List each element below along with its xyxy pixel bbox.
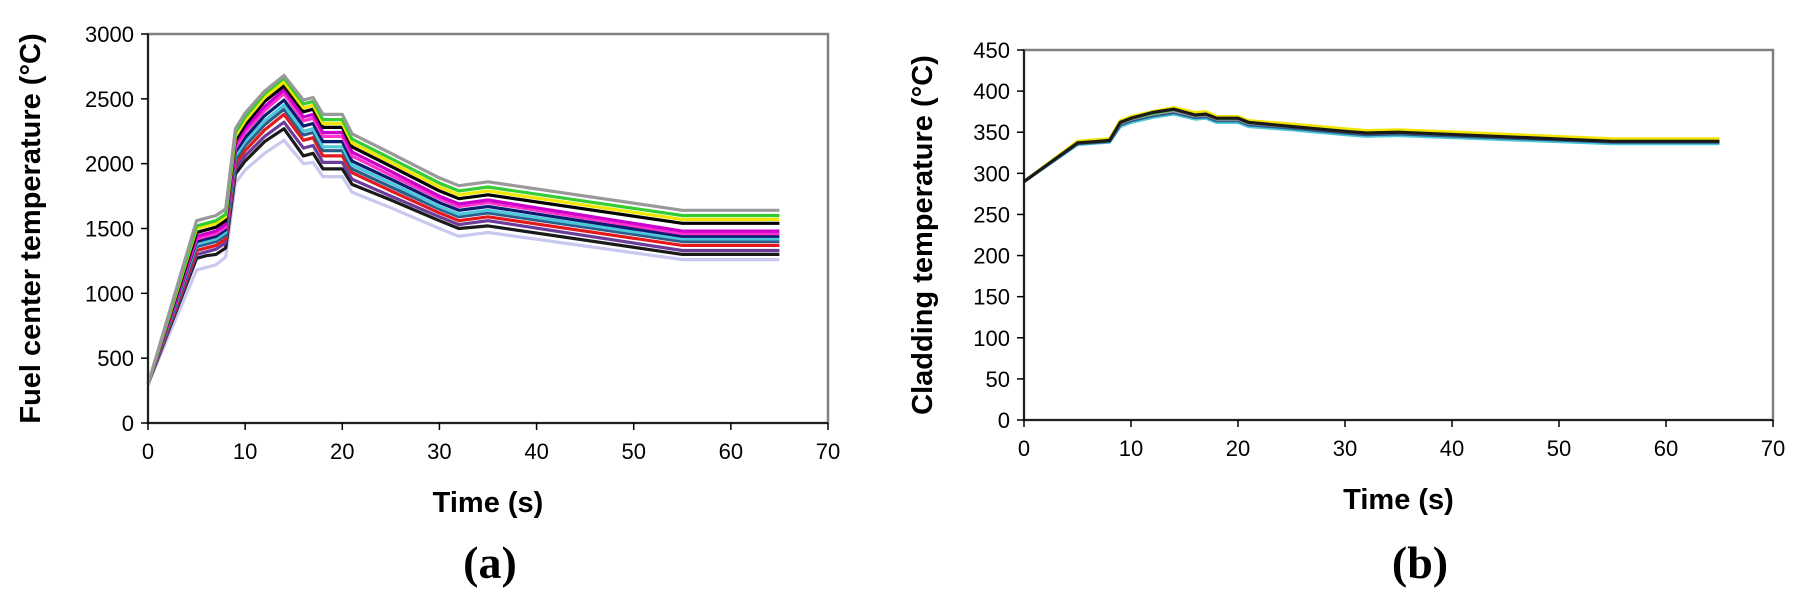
- y-tick-label: 100: [973, 326, 1010, 351]
- x-axis-title: Time (s): [1343, 484, 1454, 516]
- series-line-2: [146, 127, 780, 385]
- series-line-4: [146, 112, 780, 385]
- series-line-1: [146, 138, 780, 385]
- series-line-6: [146, 103, 780, 385]
- x-tick-label: 70: [1761, 436, 1785, 461]
- y-tick-label: 1000: [85, 281, 134, 306]
- y-tick-label: 2500: [85, 87, 134, 112]
- x-tick-label: 20: [330, 439, 354, 464]
- y-tick-label: 400: [973, 79, 1010, 104]
- panel-label: (b): [1392, 537, 1448, 588]
- plot-area: [1022, 48, 1775, 422]
- y-tick-label: 300: [973, 161, 1010, 186]
- y-tick-label: 350: [973, 120, 1010, 145]
- y-tick-label: 2000: [85, 152, 134, 177]
- chart-panel-b: 0 50 100 150 200 250 300 350 400 450 0 10 20 30 40 50 60…: [907, 38, 1785, 588]
- panel-label: (a): [463, 537, 517, 588]
- series-line-13: [146, 73, 780, 385]
- series-line-5: [146, 107, 780, 385]
- x-tick-label: 0: [1018, 436, 1030, 461]
- x-tick-label: 10: [1119, 436, 1143, 461]
- x-tick-label: 60: [1654, 436, 1678, 461]
- y-axis-title: Cladding temperature (°C): [907, 55, 939, 415]
- y-tick-label: 150: [973, 285, 1010, 310]
- x-tick-label: 40: [1440, 436, 1464, 461]
- y-tick-label: 250: [973, 202, 1010, 227]
- series-line-7: [146, 98, 780, 385]
- x-axis-title: Time (s): [433, 487, 544, 519]
- y-tick-label: 1500: [85, 217, 134, 242]
- x-tick-label: 60: [719, 439, 743, 464]
- x-tick-label: 10: [233, 439, 257, 464]
- series-line-3: [146, 120, 780, 385]
- series-line-8: [146, 91, 780, 385]
- y-tick-label: 0: [122, 411, 134, 436]
- series-line-11: [146, 80, 780, 385]
- y-tick-label: 0: [998, 408, 1010, 433]
- y-tick-label: 3000: [85, 22, 134, 47]
- x-tick-label: 40: [524, 439, 548, 464]
- x-tick-label: 70: [816, 439, 840, 464]
- y-tick-label: 500: [97, 346, 134, 371]
- series-line-10: [146, 84, 780, 385]
- x-tick-label: 30: [1333, 436, 1357, 461]
- plot-area: [146, 32, 830, 425]
- chart-panel-a: 0 500 1000 1500 2000 2500 3000 0 10 20 30 40 50 60 70 T…: [15, 22, 840, 588]
- y-tick-label: 50: [986, 367, 1010, 392]
- x-tick-label: 50: [621, 439, 645, 464]
- x-tick-label: 30: [427, 439, 451, 464]
- x-tick-label: 50: [1547, 436, 1571, 461]
- x-tick-label: 0: [142, 439, 154, 464]
- series-line-12: [146, 76, 780, 385]
- series-line-5: [1023, 105, 1720, 183]
- series-line-9: [146, 88, 780, 385]
- series-line-6: [1023, 107, 1720, 183]
- y-tick-label: 450: [973, 38, 1010, 63]
- y-axis-title: Fuel center temperature (°C): [15, 33, 47, 423]
- x-tick-label: 20: [1226, 436, 1250, 461]
- y-tick-label: 200: [973, 244, 1010, 269]
